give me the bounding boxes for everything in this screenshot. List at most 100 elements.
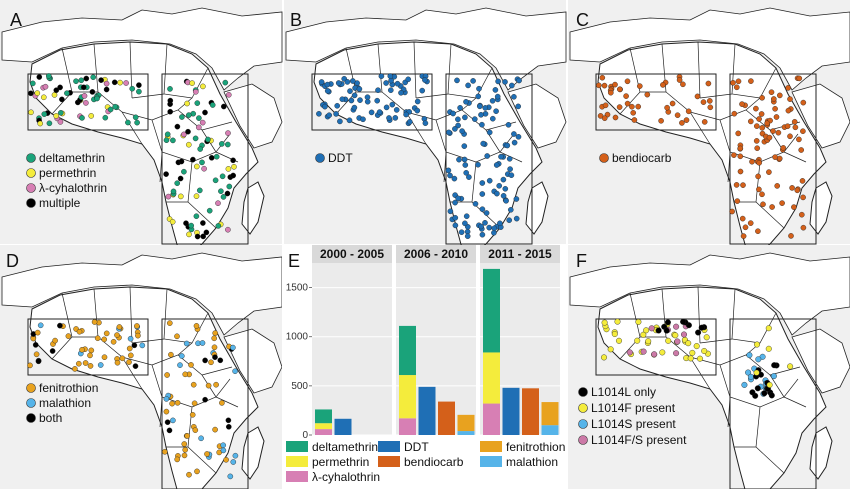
map-f-point: [698, 324, 705, 331]
map-c-point: [679, 120, 685, 126]
map-f-point: [634, 337, 641, 344]
map-b-point: [394, 80, 401, 87]
map-a-point: [193, 193, 200, 199]
map-c-point: [742, 224, 749, 231]
map-b-point: [392, 115, 399, 121]
map-c-point: [769, 204, 775, 210]
map-c-point: [800, 224, 807, 231]
map-a-point: [199, 159, 205, 166]
map-c-point: [756, 159, 762, 166]
map-a-point: [185, 141, 192, 148]
map-c-point: [800, 99, 807, 106]
map-a-point: [190, 156, 196, 163]
map-panel-a: A deltamethrinpermethrinλ-cyhalothrinmul…: [0, 0, 283, 255]
map-b-point: [347, 88, 353, 94]
map-a-point: [34, 90, 41, 96]
map-b-point: [515, 133, 522, 140]
map-a-point: [36, 74, 43, 80]
map-b-point: [484, 153, 490, 159]
map-a-point: [27, 90, 34, 97]
map-d-point: [169, 400, 175, 407]
panel-letter-b: B: [290, 10, 302, 30]
map-c-point: [748, 78, 754, 84]
bar-legend-label-fenitrothion: fenitrothion: [506, 440, 565, 454]
map-b-point: [360, 116, 366, 123]
map-c-point: [747, 118, 754, 125]
map-f-point: [787, 363, 794, 370]
legend-swatch-multiple: [26, 198, 36, 208]
map-d-point: [116, 324, 123, 330]
map-d-points: [27, 319, 239, 480]
map-d-point: [163, 396, 170, 402]
map-c-point: [705, 80, 712, 87]
map-c-point: [775, 129, 782, 136]
map-b-point: [356, 86, 363, 92]
map-f-point: [655, 327, 662, 334]
bar-segment-deltamethrin: [399, 325, 416, 376]
map-c-point: [753, 138, 760, 144]
map-f-point: [611, 330, 618, 337]
map-c-point: [768, 89, 775, 95]
map-c-point: [789, 185, 795, 191]
map-c-point: [758, 111, 765, 117]
bar-segment-ddt: [418, 386, 436, 435]
map-a-point: [213, 153, 220, 160]
map-b-point: [455, 195, 461, 202]
map-a-point: [195, 124, 202, 131]
bar-legend-label-bendiocarb: bendiocarb: [404, 455, 464, 469]
map-f-point: [753, 341, 760, 348]
map-a-point: [78, 77, 85, 84]
map-b-point: [452, 222, 459, 229]
map-d-point: [211, 344, 218, 351]
map-d-point: [127, 335, 134, 342]
map-c-point: [595, 82, 602, 89]
legend-swatch-fenitrothion: [26, 383, 36, 393]
map-d-point: [220, 447, 227, 454]
map-a-point: [170, 137, 176, 144]
map-d-point: [227, 473, 234, 480]
legend-swatch-permethrin: [26, 168, 36, 178]
map-b-point: [507, 206, 514, 213]
legend-label-cyhalothrin: λ-cyhalothrin: [39, 181, 107, 195]
map-a-point: [37, 120, 44, 127]
map-d-point: [37, 322, 44, 329]
facet-strip: [480, 245, 560, 263]
map-b-point: [333, 111, 339, 117]
legend-label-multiple: both: [39, 411, 62, 425]
map-d-point: [79, 347, 85, 353]
map-f-point: [614, 318, 621, 325]
map-c-point: [796, 136, 802, 143]
map-a-point: [194, 233, 201, 240]
facet-label: 2006 - 2010: [404, 247, 468, 261]
map-c-point: [617, 86, 623, 93]
legend-label-l1014fs: L1014F/S present: [591, 433, 687, 447]
map-d-point: [34, 329, 41, 336]
map-a-point: [73, 78, 79, 84]
map-b-point: [346, 117, 353, 124]
map-a-point: [83, 75, 90, 82]
map-c-point: [635, 103, 641, 110]
map-d-point: [131, 342, 138, 349]
map-c-point: [794, 187, 801, 194]
map-c-point: [737, 145, 744, 152]
y-tick-label: 1000: [286, 332, 309, 343]
map-f-point: [607, 346, 614, 353]
map-a-point: [163, 137, 170, 143]
map-f-point: [687, 355, 694, 362]
map-a-point: [200, 220, 206, 226]
map-a-point: [111, 79, 118, 86]
map-d-point: [103, 330, 110, 337]
map-b-point: [464, 233, 471, 239]
map-a-point: [181, 168, 187, 175]
panel-letter-a: A: [10, 10, 22, 30]
map-b-point: [516, 77, 522, 84]
map-panel-c: C bendiocarb: [568, 0, 850, 255]
map-c-point: [669, 100, 676, 107]
map-b-point: [422, 120, 429, 126]
map-d-point: [101, 354, 108, 360]
map-d-point: [91, 319, 98, 325]
map-b-point: [350, 78, 356, 84]
facet-label: 2000 - 2005: [320, 247, 384, 261]
map-d-point: [174, 456, 180, 463]
map-d-point: [27, 362, 33, 369]
